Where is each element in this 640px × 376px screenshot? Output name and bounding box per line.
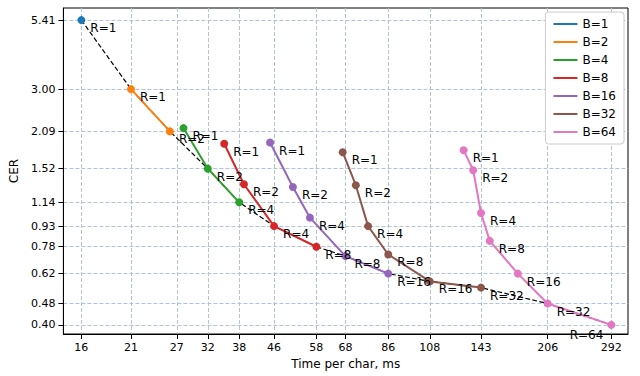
svg-text:R=32: R=32 [490, 289, 524, 303]
svg-text:R=2: R=2 [365, 186, 391, 200]
svg-text:1.52: 1.52 [31, 162, 56, 175]
svg-text:R=1: R=1 [473, 151, 499, 165]
svg-text:R=16: R=16 [527, 275, 561, 289]
svg-text:B=8: B=8 [582, 71, 608, 85]
svg-text:Time per char, ms: Time per char, ms [290, 357, 400, 371]
svg-text:2.09: 2.09 [31, 125, 56, 138]
svg-text:21: 21 [124, 341, 138, 354]
svg-text:R=8: R=8 [354, 257, 380, 271]
svg-text:R=2: R=2 [217, 170, 243, 184]
svg-text:86: 86 [381, 341, 395, 354]
svg-text:R=4: R=4 [319, 219, 345, 233]
svg-text:R=1: R=1 [140, 90, 166, 104]
svg-text:R=2: R=2 [302, 188, 328, 202]
svg-text:R=16: R=16 [397, 275, 431, 289]
svg-text:38: 38 [232, 341, 246, 354]
svg-text:46: 46 [267, 341, 281, 354]
svg-text:0.40: 0.40 [31, 318, 56, 331]
svg-text:3.00: 3.00 [31, 83, 56, 96]
svg-text:R=4: R=4 [248, 203, 274, 217]
svg-text:B=16: B=16 [582, 89, 616, 103]
svg-text:B=2: B=2 [582, 35, 608, 49]
svg-text:R=8: R=8 [499, 242, 525, 256]
svg-text:R=1: R=1 [90, 21, 116, 35]
svg-text:27: 27 [170, 341, 184, 354]
svg-text:B=4: B=4 [582, 53, 608, 67]
svg-text:B=64: B=64 [582, 125, 616, 139]
svg-text:108: 108 [419, 341, 440, 354]
svg-text:R=16: R=16 [439, 282, 473, 296]
svg-text:R=2: R=2 [482, 171, 508, 185]
svg-text:32: 32 [201, 341, 215, 354]
svg-text:R=8: R=8 [325, 248, 351, 262]
svg-text:B=32: B=32 [582, 107, 616, 121]
svg-text:R=1: R=1 [352, 153, 378, 167]
svg-text:1.14: 1.14 [31, 196, 56, 209]
svg-text:68: 68 [338, 341, 352, 354]
svg-text:0.78: 0.78 [31, 240, 56, 253]
svg-text:0.93: 0.93 [31, 220, 56, 233]
svg-text:R=1: R=1 [233, 145, 259, 159]
svg-text:5.41: 5.41 [31, 14, 56, 27]
svg-text:CER: CER [7, 159, 21, 183]
svg-text:143: 143 [471, 341, 492, 354]
svg-text:R=32: R=32 [557, 305, 591, 319]
svg-text:R=4: R=4 [377, 227, 403, 241]
svg-text:0.62: 0.62 [31, 267, 56, 280]
svg-text:R=64: R=64 [570, 328, 604, 342]
svg-text:206: 206 [537, 341, 558, 354]
svg-text:R=1: R=1 [192, 129, 218, 143]
svg-text:R=4: R=4 [490, 214, 516, 228]
svg-text:292: 292 [601, 341, 622, 354]
svg-text:16: 16 [74, 341, 88, 354]
svg-text:B=1: B=1 [582, 17, 608, 31]
svg-text:R=1: R=1 [279, 144, 305, 158]
svg-text:R=2: R=2 [253, 185, 279, 199]
svg-text:R=4: R=4 [283, 227, 309, 241]
svg-text:58: 58 [309, 341, 323, 354]
svg-text:0.48: 0.48 [31, 297, 56, 310]
svg-text:R=8: R=8 [397, 255, 423, 269]
